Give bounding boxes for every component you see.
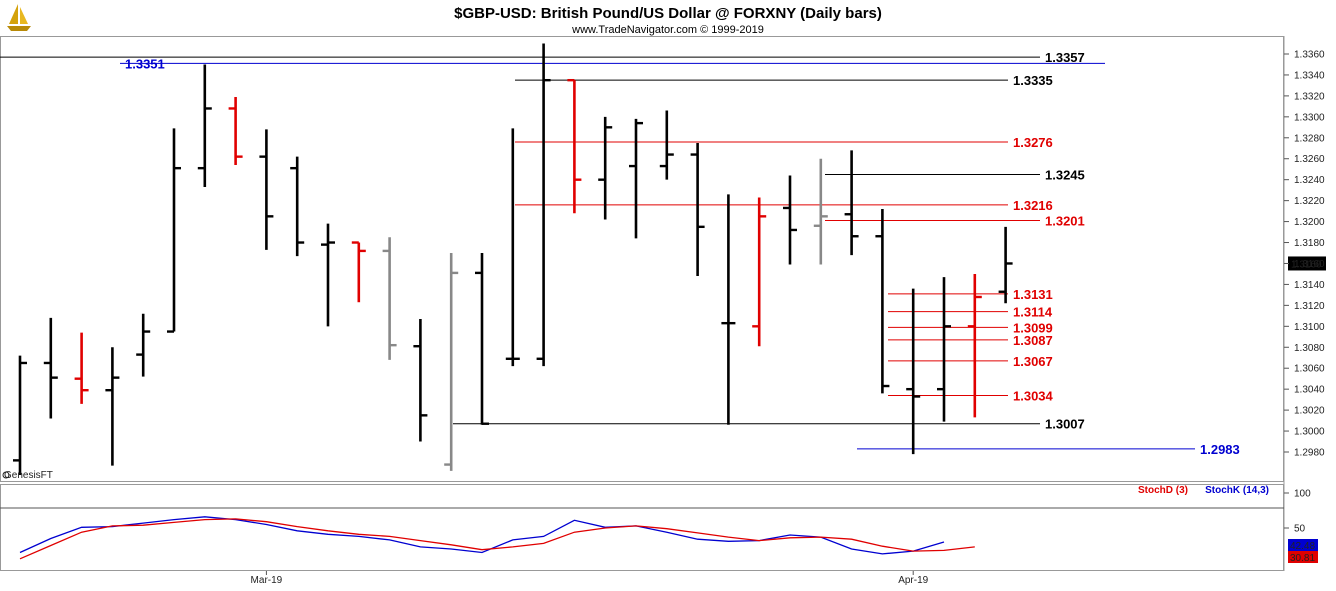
stoch-tick-label: 50 <box>1294 524 1306 535</box>
y-tick-label: 1.3120 <box>1294 301 1325 312</box>
x-tick-label: Apr-19 <box>898 575 928 586</box>
ohlc-bar <box>321 223 335 327</box>
ohlc-bar <box>567 78 582 214</box>
ohlc-bar <box>167 128 181 333</box>
ohlc-bar <box>598 116 613 220</box>
y-tick-label: 1.3300 <box>1294 112 1325 123</box>
ohlc-bar <box>752 197 767 347</box>
level-label: 1.3131 <box>1013 287 1053 302</box>
y-tick-label: 1.3000 <box>1294 427 1325 438</box>
ohlc-bar <box>197 64 212 188</box>
level-label: 1.2983 <box>1200 442 1240 457</box>
ohlc-bar <box>413 318 428 442</box>
y-tick-label: 1.3060 <box>1294 364 1325 375</box>
y-tick-label: 1.3100 <box>1294 322 1325 333</box>
ohlc-bar <box>937 277 951 422</box>
level-label: 1.3351 <box>125 56 165 71</box>
y-tick-label: 1.3040 <box>1294 385 1325 396</box>
ohlc-bar <box>136 313 151 377</box>
ohlc-bar <box>783 175 797 265</box>
ohlc-bar <box>998 226 1013 304</box>
level-label: 1.3099 <box>1013 320 1053 335</box>
ohlc-bar <box>629 118 643 239</box>
level-label: 1.3067 <box>1013 354 1053 369</box>
ohlc-bar <box>351 241 366 303</box>
level-lines: 1.3357 1.3351 1.3335 1.3276 1.3245 1.32161.32… <box>0 50 1240 457</box>
y-tick-label: 1.3340 <box>1294 70 1325 81</box>
level-label: 1.3245 <box>1045 167 1085 182</box>
y-tick-label: 1.3020 <box>1294 406 1325 417</box>
level-label: 1.3335 <box>1013 73 1053 88</box>
ohlc-bar <box>659 110 674 180</box>
level-label: 1.3114 <box>1013 305 1053 320</box>
y-tick-label: 1.3320 <box>1294 91 1325 102</box>
y-tick-label: 1.3200 <box>1294 217 1325 228</box>
ohlc-bar <box>475 253 489 425</box>
level-label: 1.3201 <box>1045 214 1085 229</box>
ohlc-bar <box>844 150 859 256</box>
ohlc-bar <box>690 143 705 277</box>
level-label: 1.3087 <box>1013 333 1053 348</box>
level-label: 1.3216 <box>1013 198 1053 213</box>
stoch-value-label: 30.81 <box>1290 553 1315 564</box>
copyright-circle-icon <box>2 471 10 479</box>
y-tick-label: 1.3180 <box>1294 238 1325 249</box>
ohlc-bar <box>444 253 459 471</box>
stoch-series-line <box>19 518 975 560</box>
chart-subtitle: www.TradeNavigator.com © 1999-2019 <box>571 24 764 36</box>
ohlc-bar <box>105 347 120 466</box>
stoch-value-label: 42.48 <box>1290 541 1315 552</box>
price-bars: 1.3160 <box>13 43 1326 476</box>
last-price-label: 1.3160 <box>1291 259 1322 270</box>
legend-stochk: StochK (14,3) <box>1205 485 1269 496</box>
ohlc-bar <box>259 129 274 250</box>
y-tick-label: 1.3220 <box>1294 196 1325 207</box>
ohlc-bar <box>906 288 921 455</box>
price-y-axis: 1.3360 1.3340 1.3320 1.3300 1.3280 1.3260 1.32… <box>1284 50 1325 459</box>
watermark-text: GenesisFT <box>4 470 53 481</box>
ohlc-bar <box>382 237 397 360</box>
y-tick-label: 1.2980 <box>1294 448 1325 459</box>
level-label: 1.3007 <box>1045 417 1085 432</box>
ohlc-bar <box>290 156 305 257</box>
x-axis: Mar-19 Apr-19 <box>251 571 929 586</box>
y-tick-label: 1.3360 <box>1294 50 1325 61</box>
sailboat-logo-icon <box>7 4 31 31</box>
y-tick-label: 1.3280 <box>1294 133 1325 144</box>
price-panel-frame <box>0 36 1284 482</box>
ohlc-bar <box>967 273 982 418</box>
x-tick-label: Mar-19 <box>251 575 283 586</box>
ohlc-bar <box>74 332 89 404</box>
ohlc-bar <box>13 355 27 476</box>
ohlc-bar <box>228 96 243 166</box>
y-tick-label: 1.3260 <box>1294 154 1325 165</box>
ohlc-bar <box>813 158 828 265</box>
level-label: 1.3357 <box>1045 50 1085 65</box>
y-tick-label: 1.3240 <box>1294 175 1325 186</box>
stoch-value-box <box>1288 539 1318 551</box>
level-label: 1.3276 <box>1013 135 1053 150</box>
chart-title: $GBP-USD: British Pound/US Dollar @ FORX… <box>454 5 882 22</box>
ohlc-bar <box>505 128 520 367</box>
ohlc-bar <box>721 194 736 425</box>
last-price-box <box>1288 256 1326 271</box>
y-tick-label: 1.3080 <box>1294 343 1325 354</box>
stoch-tick-label: 100 <box>1294 489 1311 500</box>
ohlc-bar <box>875 209 890 394</box>
y-tick-label: 1.3140 <box>1294 280 1325 291</box>
y-tick-label: 1.3160 <box>1294 259 1325 270</box>
ohlc-bar <box>536 43 551 367</box>
legend-stochd: StochD (3) <box>1138 485 1188 496</box>
level-label: 1.3034 <box>1013 388 1054 403</box>
ohlc-bar <box>43 317 58 419</box>
stoch-value-box <box>1288 551 1318 563</box>
stoch-series-line <box>19 516 945 555</box>
